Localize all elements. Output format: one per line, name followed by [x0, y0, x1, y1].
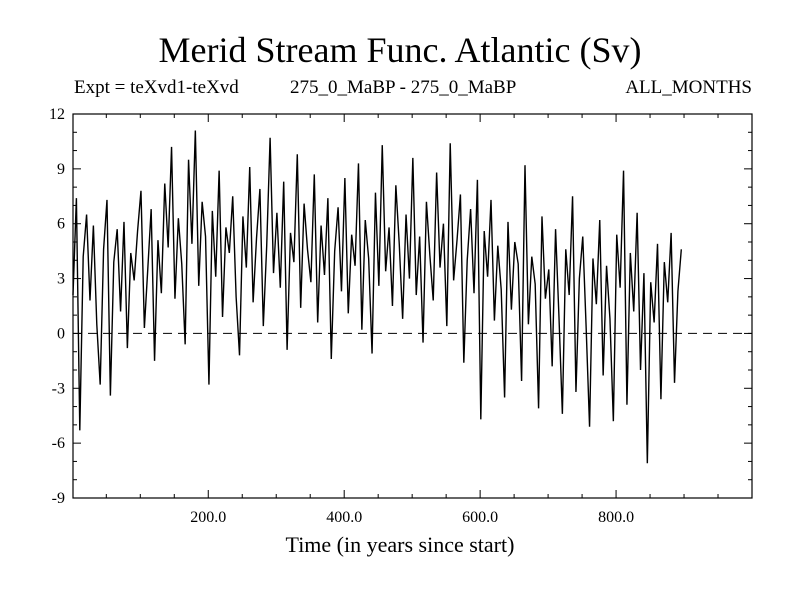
chart-subtitle-center: 275_0_MaBP - 275_0_MaBP	[290, 77, 517, 98]
y-tick-label: -3	[52, 380, 65, 397]
y-tick-label: 6	[57, 216, 65, 233]
y-tick-label: 12	[49, 106, 65, 123]
y-tick-label: 9	[57, 161, 65, 178]
y-tick-label: 3	[57, 271, 65, 288]
chart-title: Merid Stream Func. Atlantic (Sv)	[158, 30, 642, 70]
chart-subtitle-left: Expt = teXvd1-teXvd	[74, 77, 239, 98]
x-tick-label: 800.0	[598, 509, 634, 526]
chart-subtitle-right: ALL_MONTHS	[625, 77, 752, 98]
x-tick-label: 400.0	[326, 509, 362, 526]
data-series-line-0	[72, 130, 683, 464]
y-tick-label: -9	[52, 490, 65, 507]
x-tick-label: 600.0	[462, 509, 498, 526]
y-tick-label: -6	[52, 435, 65, 452]
x-tick-label: 200.0	[190, 509, 226, 526]
x-axis-label: Time (in years since start)	[285, 532, 515, 557]
y-tick-label: 0	[57, 325, 65, 342]
